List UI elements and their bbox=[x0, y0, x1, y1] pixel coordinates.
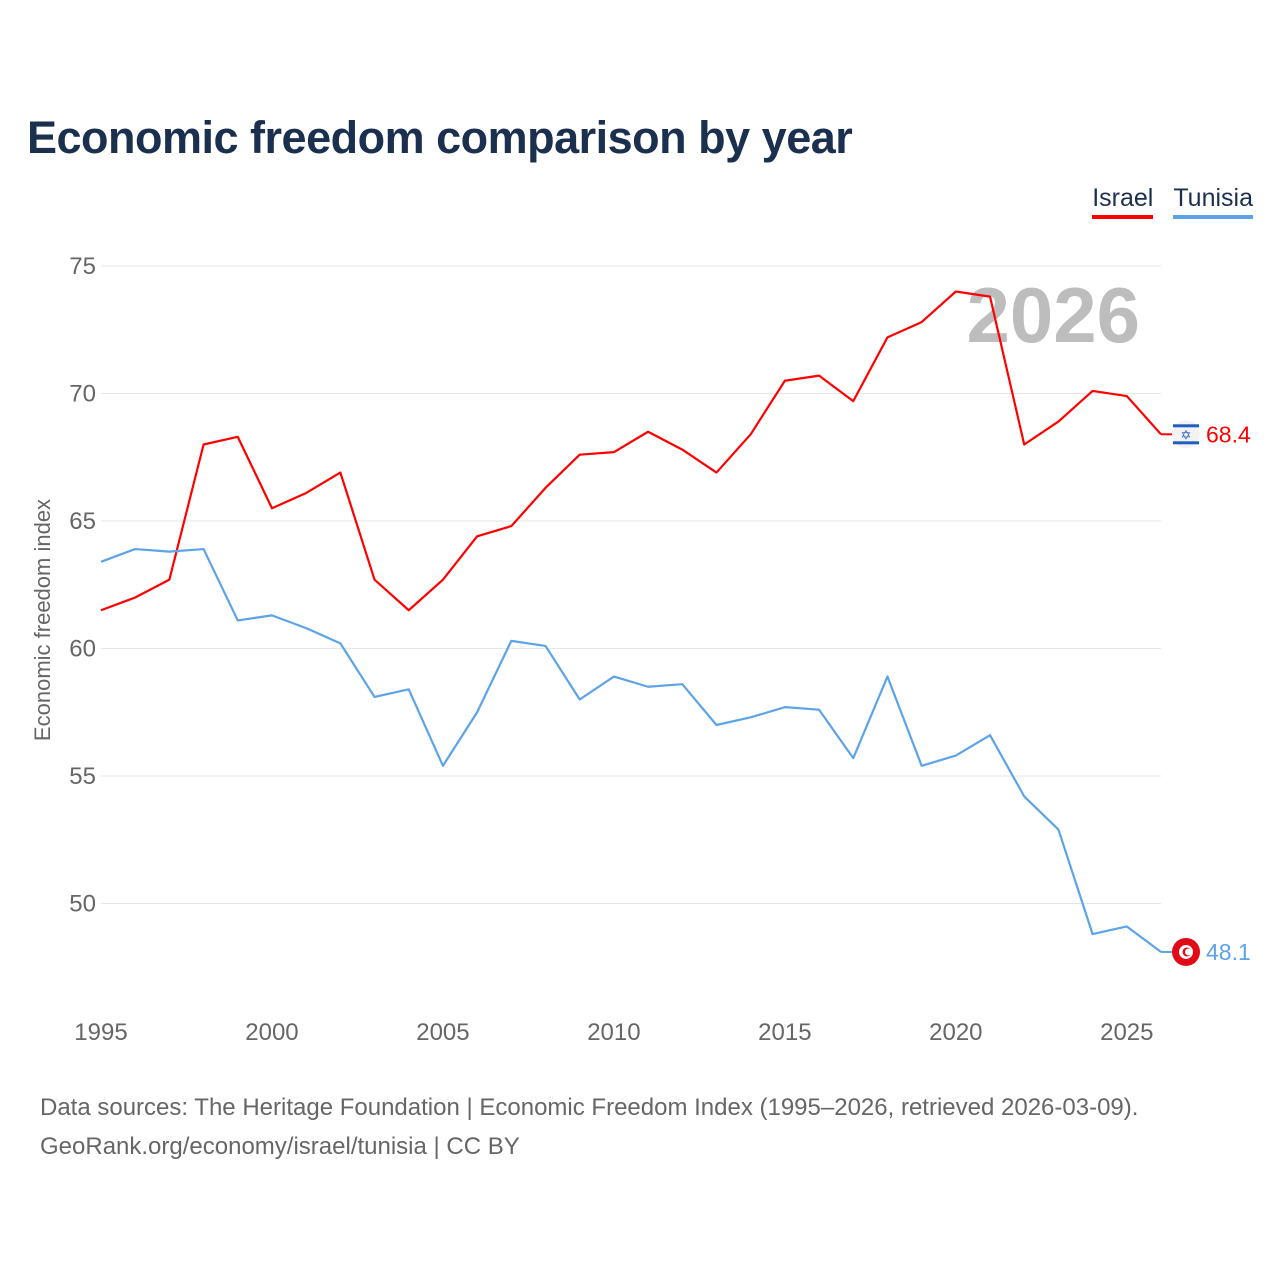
year-watermark: 2026 bbox=[966, 271, 1140, 359]
data-point[interactable] bbox=[303, 490, 309, 496]
data-point[interactable] bbox=[337, 640, 343, 646]
data-point[interactable] bbox=[474, 533, 480, 539]
data-point[interactable] bbox=[850, 398, 856, 404]
data-point[interactable] bbox=[679, 681, 685, 687]
data-point[interactable] bbox=[1090, 931, 1096, 937]
footer: Data sources: The Heritage Foundation | … bbox=[40, 1088, 1138, 1166]
x-tick-label: 2000 bbox=[245, 1019, 298, 1046]
data-point[interactable] bbox=[953, 753, 959, 759]
data-point[interactable] bbox=[440, 577, 446, 583]
data-point[interactable] bbox=[1090, 388, 1096, 394]
series-line-israel bbox=[100, 290, 1162, 612]
data-point[interactable] bbox=[372, 694, 378, 700]
data-point[interactable] bbox=[816, 707, 822, 713]
israel-flag-icon: ✡ bbox=[1172, 420, 1200, 449]
legend-item-tunisia[interactable]: Tunisia bbox=[1173, 184, 1253, 219]
svg-text:✡: ✡ bbox=[1181, 427, 1192, 442]
data-point[interactable] bbox=[98, 559, 104, 565]
data-point[interactable] bbox=[577, 452, 583, 458]
data-point[interactable] bbox=[201, 546, 207, 552]
x-tick-label: 1995 bbox=[74, 1019, 127, 1046]
source-note: Data sources: The Heritage Foundation | … bbox=[40, 1094, 1139, 1121]
data-point[interactable] bbox=[166, 549, 172, 555]
data-point[interactable] bbox=[508, 523, 514, 529]
data-point[interactable] bbox=[987, 294, 993, 300]
data-point[interactable] bbox=[782, 704, 788, 710]
data-point[interactable] bbox=[406, 607, 412, 613]
legend: Israel Tunisia bbox=[1092, 184, 1253, 219]
x-tick-label: 2015 bbox=[758, 1019, 811, 1046]
x-tick-label: 2005 bbox=[416, 1019, 469, 1046]
data-point[interactable] bbox=[337, 470, 343, 476]
data-point[interactable] bbox=[235, 617, 241, 623]
data-point[interactable] bbox=[987, 732, 993, 738]
data-point[interactable] bbox=[850, 755, 856, 761]
data-point[interactable] bbox=[1124, 923, 1130, 929]
data-point[interactable] bbox=[508, 638, 514, 644]
chart-title: Economic freedom comparison by year bbox=[27, 112, 853, 163]
data-point[interactable] bbox=[1055, 827, 1061, 833]
y-tick-label: 55 bbox=[69, 763, 96, 790]
x-tick-label: 2020 bbox=[929, 1019, 982, 1046]
data-point[interactable] bbox=[474, 709, 480, 715]
y-tick-label: 65 bbox=[69, 508, 96, 535]
tunisia-flag-icon bbox=[1172, 937, 1200, 966]
y-tick-label: 75 bbox=[69, 253, 96, 280]
data-point[interactable] bbox=[235, 434, 241, 440]
end-value-label-israel: 68.4 bbox=[1206, 421, 1251, 447]
data-point[interactable] bbox=[748, 714, 754, 720]
data-point[interactable] bbox=[303, 625, 309, 631]
x-tick-label: 2010 bbox=[587, 1019, 640, 1046]
data-point[interactable] bbox=[611, 449, 617, 455]
data-point[interactable] bbox=[577, 697, 583, 703]
data-point[interactable] bbox=[372, 577, 378, 583]
data-point[interactable] bbox=[1021, 793, 1027, 799]
y-tick-label: 70 bbox=[69, 381, 96, 408]
data-point[interactable] bbox=[748, 431, 754, 437]
series-line-tunisia bbox=[100, 547, 1162, 953]
data-point[interactable] bbox=[679, 447, 685, 453]
data-point[interactable] bbox=[713, 470, 719, 476]
end-value-label-tunisia: 48.1 bbox=[1206, 939, 1251, 965]
data-point[interactable] bbox=[543, 643, 549, 649]
x-tick-label: 2025 bbox=[1100, 1019, 1153, 1046]
data-point[interactable] bbox=[884, 334, 890, 340]
data-point[interactable] bbox=[713, 722, 719, 728]
data-point[interactable] bbox=[645, 684, 651, 690]
data-point[interactable] bbox=[816, 373, 822, 379]
data-point[interactable] bbox=[98, 607, 104, 613]
data-point[interactable] bbox=[269, 612, 275, 618]
data-point[interactable] bbox=[132, 595, 138, 601]
legend-item-israel[interactable]: Israel bbox=[1092, 184, 1154, 219]
data-point[interactable] bbox=[1021, 442, 1027, 448]
y-axis-label: Economic freedom index bbox=[30, 499, 55, 741]
data-point[interactable] bbox=[919, 319, 925, 325]
data-point[interactable] bbox=[645, 429, 651, 435]
data-point[interactable] bbox=[1124, 393, 1130, 399]
data-point[interactable] bbox=[543, 485, 549, 491]
y-tick-label: 60 bbox=[69, 636, 96, 663]
attribution: GeoRank.org/economy/israel/tunisia | CC … bbox=[40, 1133, 520, 1160]
data-point[interactable] bbox=[953, 289, 959, 295]
data-point[interactable] bbox=[611, 674, 617, 680]
y-tick-label: 50 bbox=[69, 891, 96, 918]
data-point[interactable] bbox=[269, 505, 275, 511]
data-point[interactable] bbox=[166, 577, 172, 583]
data-point[interactable] bbox=[919, 763, 925, 769]
data-point[interactable] bbox=[440, 763, 446, 769]
data-point[interactable] bbox=[1055, 419, 1061, 425]
data-point[interactable] bbox=[782, 378, 788, 384]
data-point[interactable] bbox=[201, 442, 207, 448]
data-point[interactable] bbox=[884, 674, 890, 680]
data-point[interactable] bbox=[406, 686, 412, 692]
data-point[interactable] bbox=[132, 546, 138, 552]
